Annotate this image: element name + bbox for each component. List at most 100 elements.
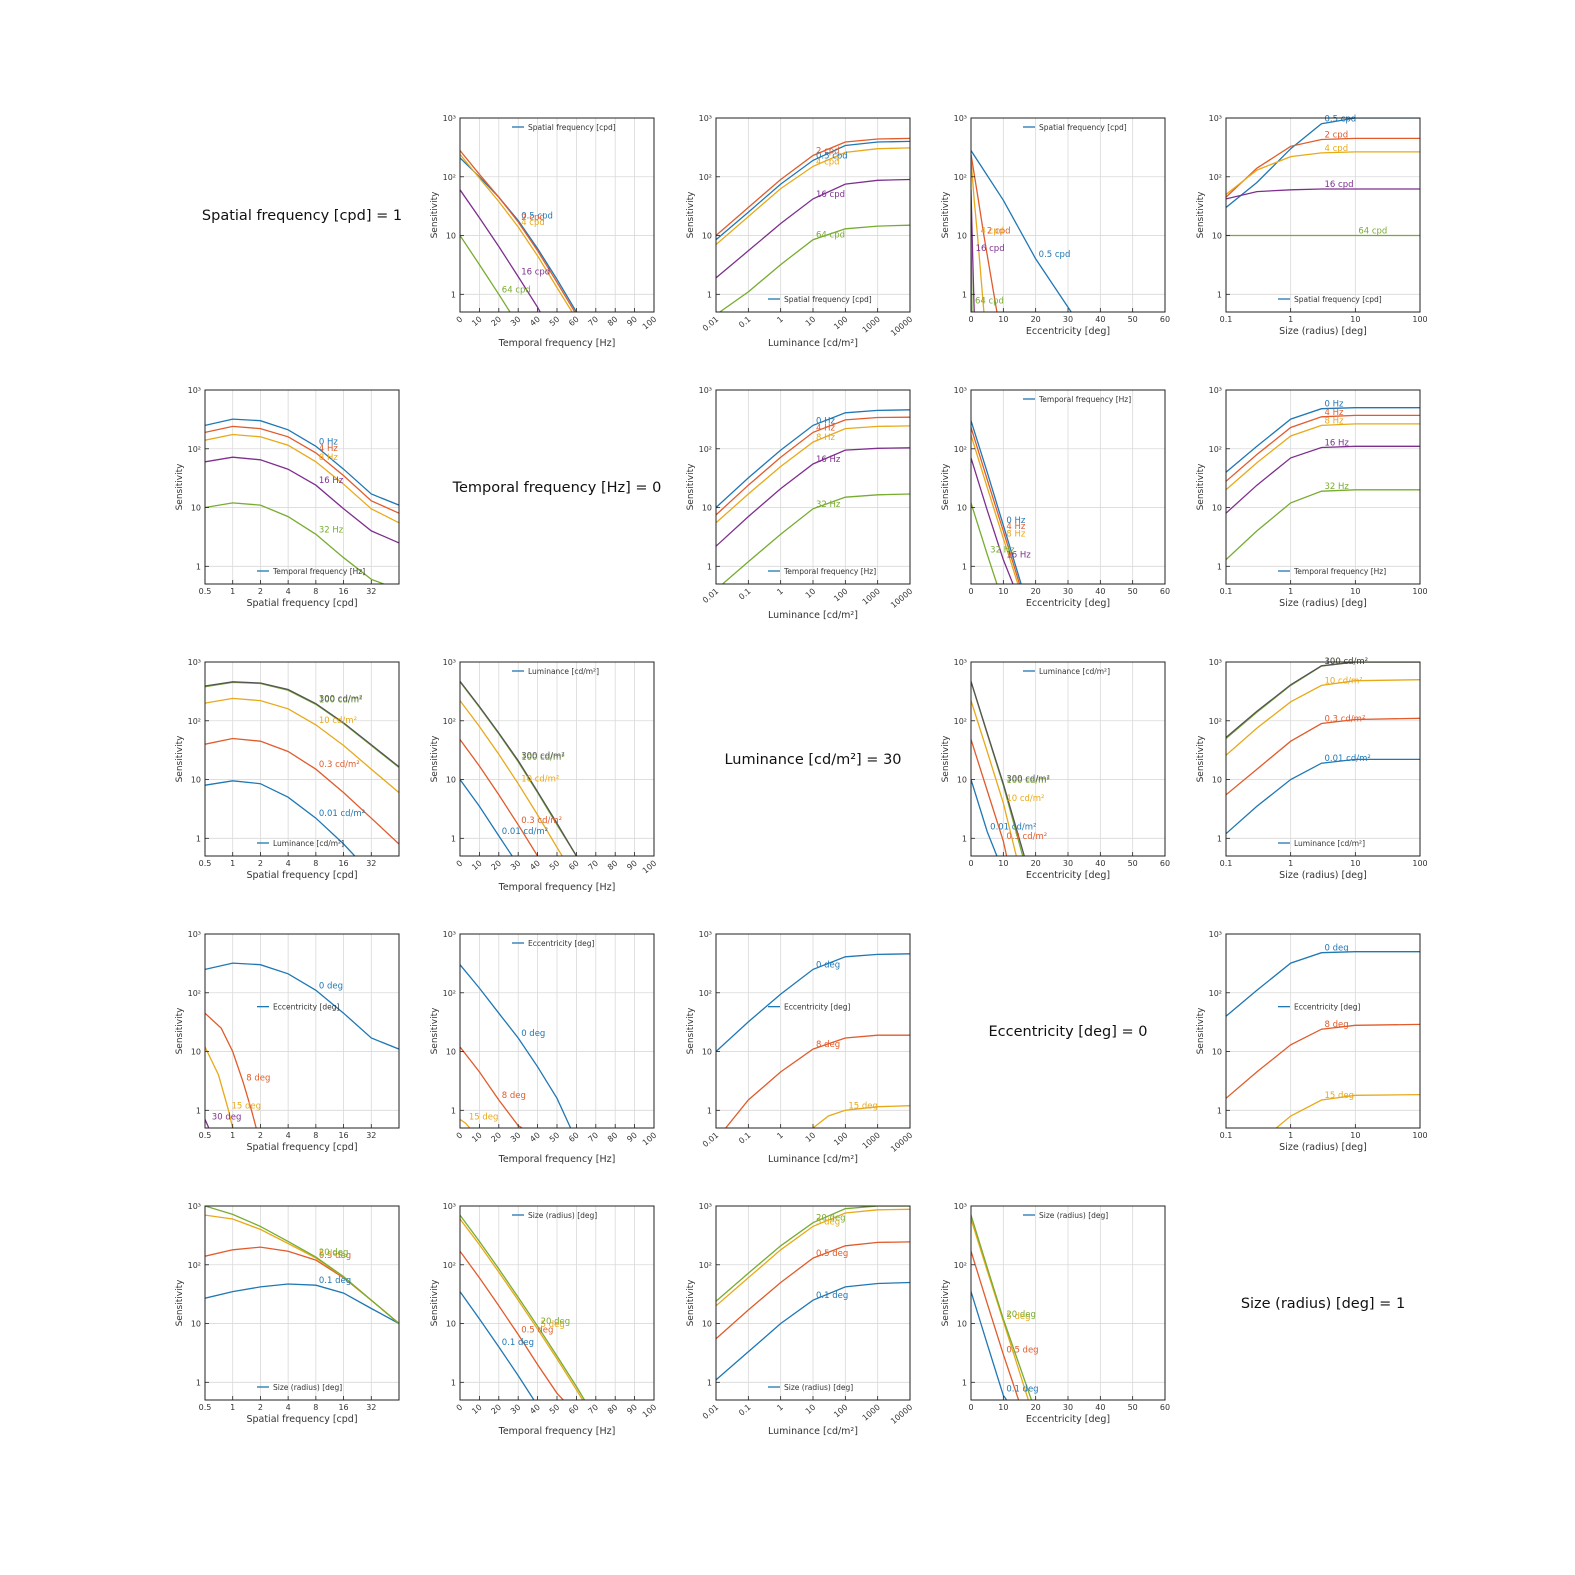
y-tick-label: 10³ [188,658,201,667]
series-label: 0.01 cd/m² [502,827,548,837]
y-tick-label: 10² [188,445,201,454]
y-tick-label: 1 [962,290,967,299]
x-tick-label: 2 [258,1131,263,1140]
x-tick-label: 32 [366,1403,376,1412]
x-tick-label: 1 [1288,1131,1293,1140]
x-axis-label: Temporal frequency [Hz] [498,1154,616,1165]
chart-panel: 0 Hz4 Hz8 Hz 16 Hz 32 Hz 1 10 10² 10³ Sensitivi… [1196,386,1428,609]
x-tick-label: 10 [804,587,818,600]
x-tick-label: 40 [1095,1403,1105,1412]
series-line [205,425,399,514]
x-tick-label: 70 [586,1131,600,1144]
series-line [1226,951,1420,1017]
y-axis-label: Sensitivity [175,1007,185,1055]
fixed-parameter-label: Size (radius) [deg] = 1 [1241,1296,1405,1312]
series-line [1226,758,1420,835]
x-tick-label: 60 [1160,859,1170,868]
x-tick-label: 0.1 [737,315,753,330]
y-tick-label: 10 [191,1048,201,1057]
x-tick-label: 10 [470,1403,484,1416]
x-tick-label: 40 [1095,859,1105,868]
x-tick-label: 4 [286,1403,291,1412]
x-axis-label: Size (radius) [deg] [1279,1142,1367,1153]
series-line [460,700,563,856]
y-tick-label: 10³ [954,386,967,395]
y-tick-label: 1 [707,1106,712,1115]
series-label: 5 deg [816,1217,840,1227]
series-label: 5 deg [1006,1312,1030,1322]
y-axis-label: Sensitivity [175,735,185,783]
x-axis-label: Size (radius) [deg] [1279,326,1367,337]
series-label: 8 Hz [319,453,339,463]
series-label: 2 cpd [987,227,1011,237]
series-label: 0.3 cd/m² [1006,832,1047,842]
x-tick-label: 70 [586,859,600,872]
y-axis-label: Sensitivity [941,735,951,783]
x-tick-label: 60 [567,1403,581,1416]
y-tick-label: 10³ [443,658,456,667]
y-tick-label: 1 [1217,834,1222,843]
y-tick-label: 1 [196,1106,201,1115]
series-line [205,681,399,769]
series-line [971,159,985,312]
legend-label: Size (radius) [deg] [784,1383,853,1392]
x-tick-label: 30 [509,1131,523,1144]
x-tick-label: 100 [641,1131,658,1148]
series-label: 0.01 cd/m² [990,823,1036,833]
y-tick-label: 1 [451,1378,456,1387]
series-line [971,1218,1030,1400]
series-line [205,502,386,584]
x-tick-label: 30 [1063,1403,1073,1412]
x-tick-label: 0.5 [199,1403,212,1412]
x-tick-label: 0.1 [1220,315,1233,324]
x-tick-label: 0.5 [199,1131,212,1140]
series-line [205,1012,257,1128]
y-tick-label: 10 [957,1320,967,1329]
legend-label: Luminance [cd/m²] [273,839,344,848]
x-tick-label: 8 [313,587,318,596]
series-label: 0.5 cpd [816,151,848,161]
x-tick-label: 10 [470,1131,484,1144]
y-tick-label: 1 [451,834,456,843]
x-tick-label: 0.01 [701,1403,720,1421]
series-line [1226,118,1420,209]
series-line [460,779,513,856]
x-tick-label: 100 [832,1403,849,1420]
x-tick-label: 1 [775,587,785,597]
series-line [205,1046,234,1128]
series-group [971,1214,1033,1400]
series-line [721,493,910,584]
series-group [971,150,1072,312]
x-tick-label: 70 [586,315,600,328]
x-tick-label: 16 [338,587,348,596]
x-tick-label: 90 [625,1131,639,1144]
y-tick-label: 10³ [1209,114,1222,123]
x-tick-label: 10000 [889,1131,914,1154]
plot-frame [204,933,400,1129]
series-label: 4 Hz [319,444,339,454]
y-tick-label: 10² [699,173,712,182]
y-axis-label: Sensitivity [175,463,185,511]
series-line [460,1046,523,1128]
legend-label: Temporal frequency [Hz] [272,567,365,576]
chart-panel: 0 deg 8 deg 15 deg 1 10 10² 10³ Sensitivity 0.1 1… [1196,930,1428,1153]
x-tick-label: 0 [968,1403,973,1412]
x-tick-label: 50 [1128,1403,1138,1412]
x-tick-label: 20 [489,1403,503,1416]
y-tick-label: 10 [702,1320,712,1329]
series-line [1226,717,1420,796]
fixed-parameter-label: Luminance [cd/m²] = 30 [724,752,901,768]
x-tick-label: 8 [313,1403,318,1412]
series-label: 15 deg [848,1101,878,1111]
series-line [460,157,577,312]
series-line [971,150,1072,312]
series-line [460,189,541,312]
x-tick-label: 10000 [889,315,914,338]
series-line [460,1291,535,1400]
x-tick-label: 50 [1128,587,1138,596]
series-label: 4 cpd [980,227,1004,237]
series-label: 8 Hz [1006,529,1026,539]
x-tick-label: 40 [1095,315,1105,324]
x-tick-label: 60 [1160,315,1170,324]
series-group [1226,951,1420,1128]
